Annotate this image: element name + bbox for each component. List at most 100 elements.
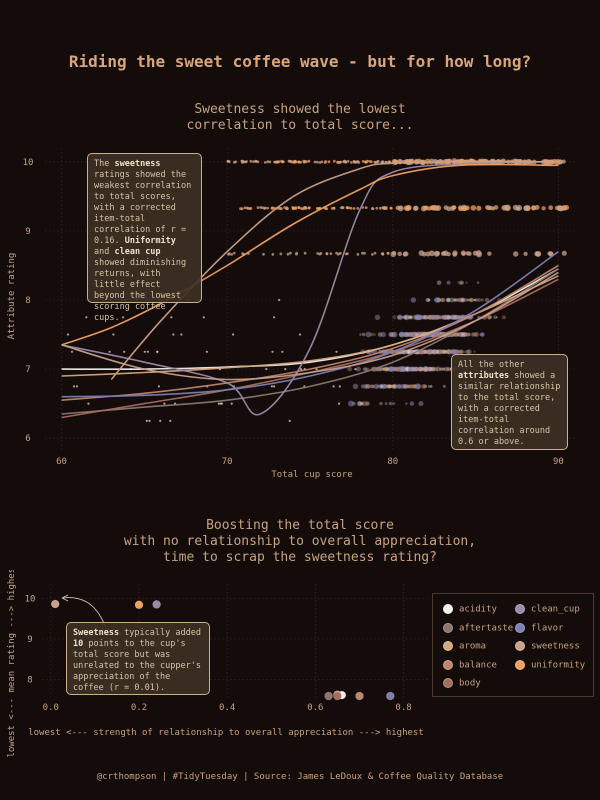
data-point: [450, 316, 453, 319]
data-point: [368, 160, 372, 163]
data-point: [263, 207, 266, 210]
data-point: [354, 160, 358, 164]
data-point: [469, 298, 474, 302]
data-point: [480, 332, 485, 337]
data-point: [245, 206, 249, 210]
data-point: [412, 205, 418, 211]
data-point: [476, 281, 480, 284]
data-point: [436, 350, 441, 354]
data-point: [452, 251, 458, 257]
legend-swatch: [443, 622, 453, 633]
data-point: [365, 331, 372, 338]
data-point: [442, 349, 447, 354]
data-point: [444, 366, 450, 372]
data-point: [427, 314, 433, 320]
data-point: [422, 366, 429, 373]
data-point: [401, 367, 405, 371]
data-point: [364, 401, 370, 407]
data-point: [534, 251, 540, 257]
data-point: [484, 297, 490, 303]
data-point: [466, 332, 471, 337]
data-point: [453, 298, 457, 302]
data-point: [468, 298, 472, 302]
data-point: [338, 385, 341, 388]
data-point: [385, 385, 389, 388]
data-point: [430, 367, 434, 371]
data-point: [495, 316, 498, 319]
data-point: [471, 332, 476, 337]
data-point: [454, 298, 458, 302]
legend-swatch: [515, 641, 525, 651]
data-point: [279, 252, 283, 256]
data-point: [293, 206, 296, 210]
data-point: [439, 367, 444, 372]
legend-label: acidity: [459, 604, 497, 615]
data-point: [422, 384, 427, 389]
point-uniformity: [134, 600, 144, 610]
data-point: [320, 160, 324, 164]
data-point: [332, 159, 336, 163]
data-point: [271, 253, 275, 256]
data-point: [397, 251, 403, 257]
data-point: [349, 206, 353, 210]
data-point: [391, 250, 397, 256]
data-point: [512, 251, 519, 257]
data-point: [501, 205, 507, 211]
data-point: [239, 207, 242, 211]
data-point: [404, 367, 409, 371]
data-point: [379, 401, 383, 406]
data-point: [431, 367, 435, 371]
data-point: [249, 207, 253, 210]
data-point: [332, 385, 335, 388]
top-scatter-chart: 60 70 80 90 6 7 8 9 10 Total cup score Attribute…: [7, 148, 575, 480]
data-point: [72, 385, 76, 388]
data-point: [266, 160, 270, 164]
data-point: [435, 366, 441, 372]
data-point: [409, 315, 412, 319]
legend-label: clean_cup: [531, 604, 580, 615]
bottom-subtitle: Boosting the total score with no relatio…: [0, 518, 600, 566]
data-point: [232, 251, 236, 255]
data-point: [556, 205, 563, 212]
data-point: [360, 401, 365, 406]
data-point: [169, 419, 172, 422]
data-point: [422, 349, 427, 354]
data-point: [339, 206, 343, 210]
data-point: [411, 384, 415, 388]
annotation-text: showed a similar relationship to the tot…: [458, 371, 561, 447]
data-point: [516, 204, 523, 211]
top-y-axis-label: Attribute rating: [7, 253, 17, 340]
annotation-emphasis: Sweetness: [73, 628, 120, 638]
data-point: [313, 160, 317, 164]
annotation-text: and: [94, 247, 115, 257]
data-point: [462, 332, 467, 337]
data-point: [439, 297, 445, 303]
data-point: [446, 366, 451, 372]
data-point: [323, 161, 327, 164]
data-point: [112, 333, 115, 336]
data-point: [429, 367, 433, 371]
data-point: [348, 400, 354, 407]
data-point: [369, 384, 374, 389]
data-point: [288, 419, 291, 422]
data-point: [390, 385, 393, 388]
data-point: [461, 332, 466, 337]
data-point: [384, 367, 388, 371]
data-point: [394, 366, 400, 372]
bottom-points: [50, 599, 395, 701]
data-point: [240, 159, 244, 163]
legend-label: uniformity: [531, 660, 586, 670]
data-point: [420, 350, 424, 354]
smooth-line-balance: [61, 264, 559, 401]
data-point: [441, 315, 446, 320]
data-point: [453, 298, 456, 302]
data-point: [364, 161, 368, 164]
x-tick-label: 90: [553, 457, 564, 467]
data-point: [373, 333, 376, 336]
annotation-text: ratings showed the weakest correlation t…: [94, 170, 192, 246]
data-point: [460, 297, 466, 303]
data-point: [232, 333, 235, 336]
data-point: [409, 401, 415, 406]
data-point: [383, 207, 386, 210]
data-point: [427, 298, 431, 302]
